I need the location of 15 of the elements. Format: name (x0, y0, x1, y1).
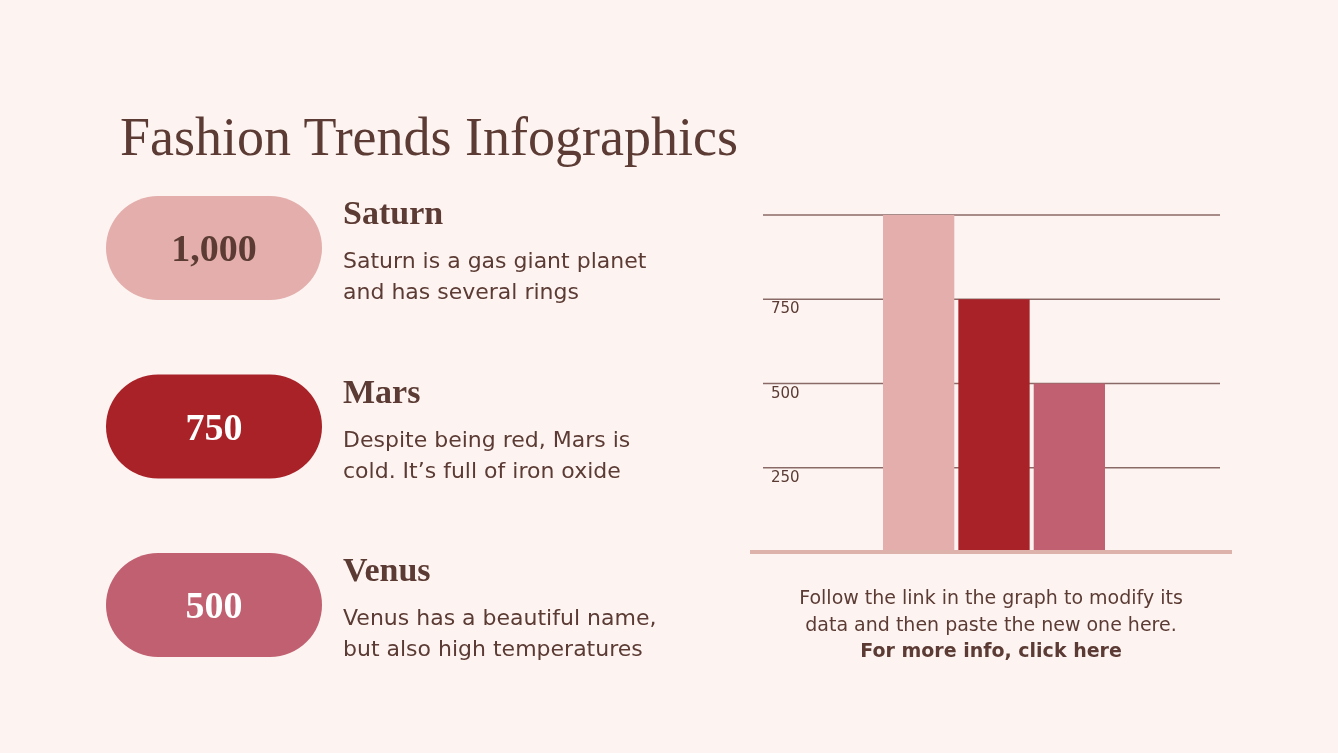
text: Mars (343, 372, 421, 410)
text: 750 (185, 405, 243, 448)
text: 1,000 (171, 227, 257, 269)
text: Venus has a beautiful name, but also high temperatures (343, 605, 657, 661)
text: 500 (185, 584, 243, 626)
text: Follow the link in the graph to modify its data and then paste the new one here. (799, 586, 1183, 635)
text: Saturn is a gas giant planet and has several rings (343, 248, 647, 304)
text: Saturn (343, 194, 444, 231)
text: Despite being red, Mars is cold. It’s full of iron oxide (343, 426, 631, 483)
y-tick-label: 500 (771, 383, 800, 402)
y-tick-label: 750 (771, 299, 800, 318)
y-tick-label: 250 (771, 467, 800, 486)
text: Venus (343, 551, 431, 588)
text: Fashion Trends Infographics (120, 107, 738, 167)
text: For more info, click here (860, 639, 1122, 661)
